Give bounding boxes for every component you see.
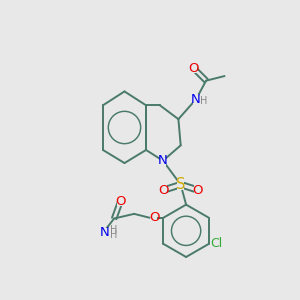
Text: N: N: [191, 93, 201, 106]
Bar: [117, 197, 124, 206]
Text: N: N: [158, 154, 168, 167]
Bar: [160, 156, 166, 166]
Bar: [177, 179, 184, 190]
Bar: [151, 213, 158, 223]
Bar: [190, 64, 197, 73]
Bar: [160, 185, 167, 195]
Text: O: O: [192, 184, 203, 196]
Text: H: H: [200, 96, 207, 106]
Bar: [102, 227, 108, 237]
Text: Cl: Cl: [210, 237, 223, 250]
Bar: [211, 239, 222, 248]
Text: O: O: [188, 62, 199, 75]
Text: O: O: [149, 211, 159, 224]
Bar: [194, 185, 201, 195]
Text: O: O: [115, 195, 125, 208]
Text: O: O: [158, 184, 169, 196]
Text: H: H: [110, 225, 117, 235]
Bar: [193, 94, 200, 104]
Text: N: N: [100, 226, 110, 239]
Text: S: S: [176, 177, 185, 192]
Text: H: H: [110, 230, 117, 240]
